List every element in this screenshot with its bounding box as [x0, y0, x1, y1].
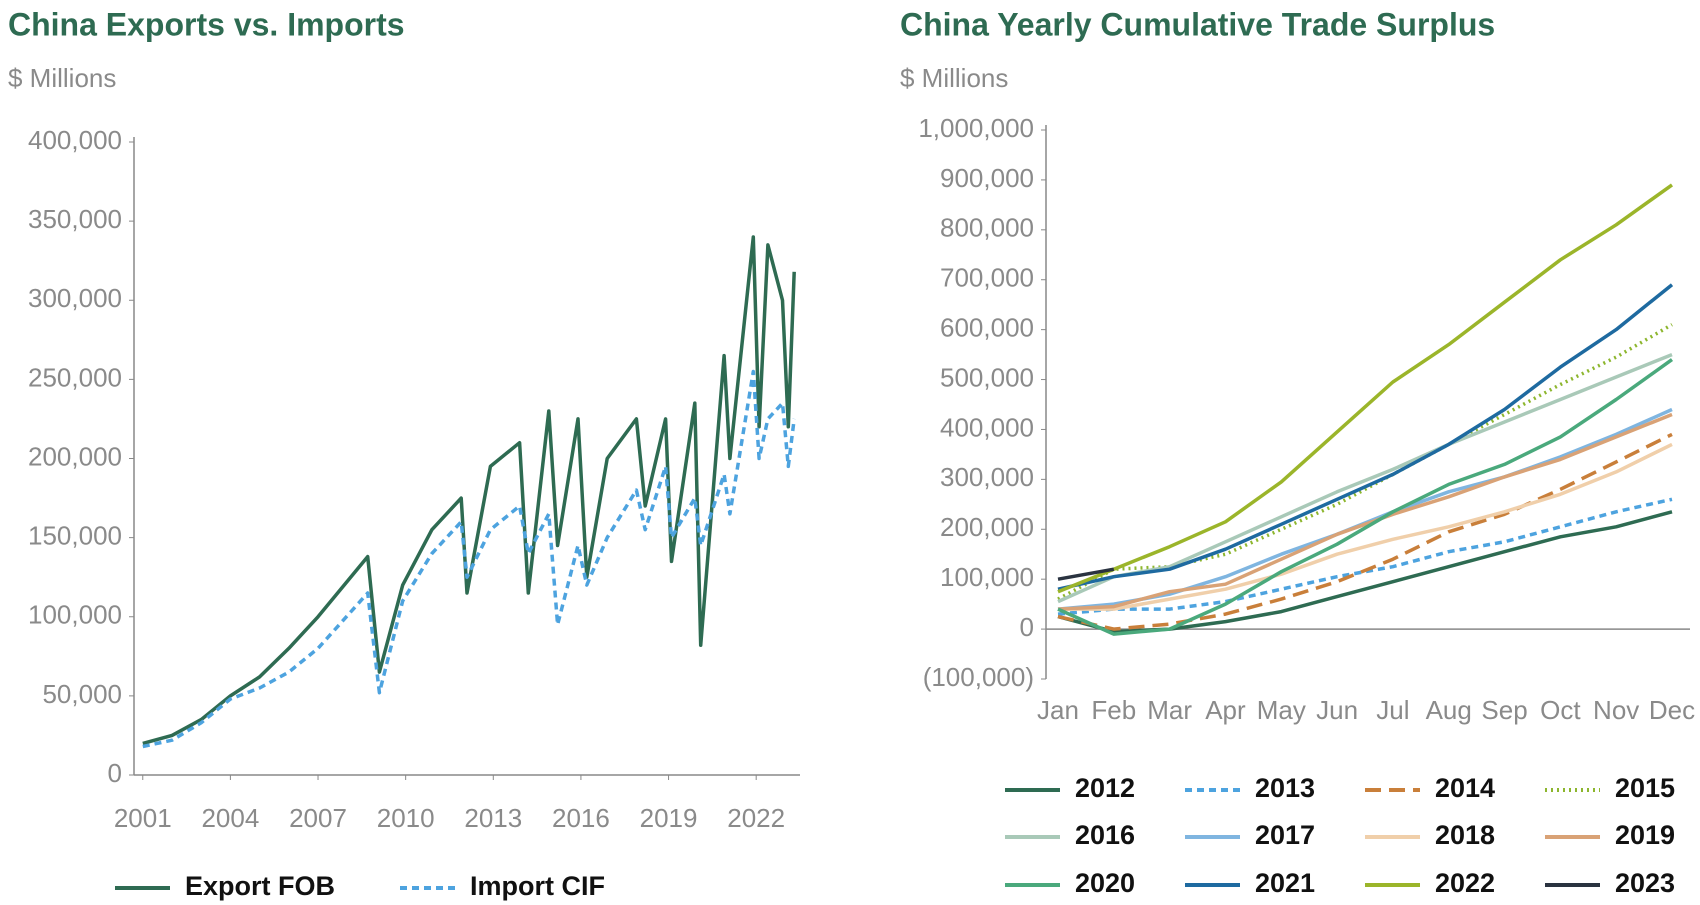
legend-label: 2017	[1255, 820, 1315, 850]
y-tick-label: 400,000	[28, 125, 122, 155]
x-tick-label: 2010	[377, 803, 435, 833]
x-tick-label: Feb	[1091, 695, 1136, 725]
series-line	[1057, 497, 1673, 616]
y-tick-label: 350,000	[28, 204, 122, 234]
legend-label: 2018	[1435, 820, 1495, 850]
y-tick-label: 200,000	[28, 441, 122, 471]
legend-label: 2019	[1615, 820, 1675, 850]
y-tick-label: 200,000	[940, 512, 1034, 542]
x-tick-label: 2013	[464, 803, 522, 833]
series-line	[1057, 432, 1673, 631]
legend-label: 2015	[1615, 773, 1675, 803]
x-tick-label: 2016	[552, 803, 610, 833]
x-tick-label: Sep	[1481, 695, 1527, 725]
y-tick-label: 1,000,000	[918, 113, 1034, 143]
y-tick-label: (100,000)	[923, 662, 1034, 692]
series-line	[1057, 412, 1673, 611]
series-line	[1057, 358, 1674, 636]
x-tick-label: Oct	[1540, 695, 1581, 725]
legend-label: 2020	[1075, 868, 1135, 898]
series-line	[142, 235, 796, 746]
x-tick-label: Jan	[1037, 695, 1079, 725]
y-tick-label: 0	[1020, 612, 1034, 642]
legend-label: 2021	[1255, 868, 1315, 898]
y-tick-label: 0	[108, 758, 122, 788]
x-tick-label: Apr	[1205, 695, 1246, 725]
series-line	[1058, 442, 1673, 611]
x-tick-label: 2001	[114, 803, 172, 833]
x-tick-label: Jul	[1376, 695, 1409, 725]
y-tick-label: 500,000	[940, 362, 1034, 392]
series-line	[1057, 352, 1673, 604]
y-tick-label: 100,000	[28, 600, 122, 630]
legend-label: Import CIF	[470, 871, 605, 901]
x-tick-label: May	[1257, 695, 1306, 725]
y-tick-label: 300,000	[940, 462, 1034, 492]
y-tick-label: 50,000	[42, 679, 122, 709]
y-tick-label: 700,000	[940, 263, 1034, 293]
chart-title: China Exports vs. Imports	[8, 6, 405, 42]
y-tick-label: 900,000	[940, 163, 1034, 193]
chart-subtitle: $ Millions	[8, 63, 116, 93]
series-line	[1057, 567, 1115, 581]
series-line	[142, 369, 796, 749]
y-tick-label: 250,000	[28, 362, 122, 392]
series-line	[1057, 407, 1673, 611]
legend-label: Export FOB	[185, 871, 335, 901]
y-tick-label: 100,000	[940, 562, 1034, 592]
x-tick-label: Aug	[1426, 695, 1472, 725]
x-tick-label: Jun	[1316, 695, 1358, 725]
y-tick-label: 300,000	[28, 283, 122, 313]
series-line	[1057, 283, 1674, 591]
x-tick-label: Dec	[1649, 695, 1695, 725]
x-tick-label: 2019	[640, 803, 698, 833]
y-tick-label: 150,000	[28, 521, 122, 551]
legend-label: 2014	[1435, 773, 1495, 803]
legend-label: 2013	[1255, 773, 1315, 803]
x-tick-label: 2007	[289, 803, 347, 833]
y-tick-label: 600,000	[940, 313, 1034, 343]
x-tick-label: 2022	[727, 803, 785, 833]
series-line	[1057, 323, 1673, 601]
legend-label: 2023	[1615, 868, 1675, 898]
chart-title: China Yearly Cumulative Trade Surplus	[900, 6, 1495, 42]
legend-label: 2022	[1435, 868, 1495, 898]
series-line	[1057, 183, 1674, 594]
chart-subtitle: $ Millions	[900, 63, 1008, 93]
x-tick-label: Mar	[1147, 695, 1192, 725]
x-tick-label: 2004	[201, 803, 259, 833]
legend-label: 2016	[1075, 820, 1135, 850]
y-tick-label: 400,000	[940, 412, 1034, 442]
x-tick-label: Nov	[1593, 695, 1639, 725]
y-tick-label: 800,000	[940, 213, 1034, 243]
legend-label: 2012	[1075, 773, 1135, 803]
